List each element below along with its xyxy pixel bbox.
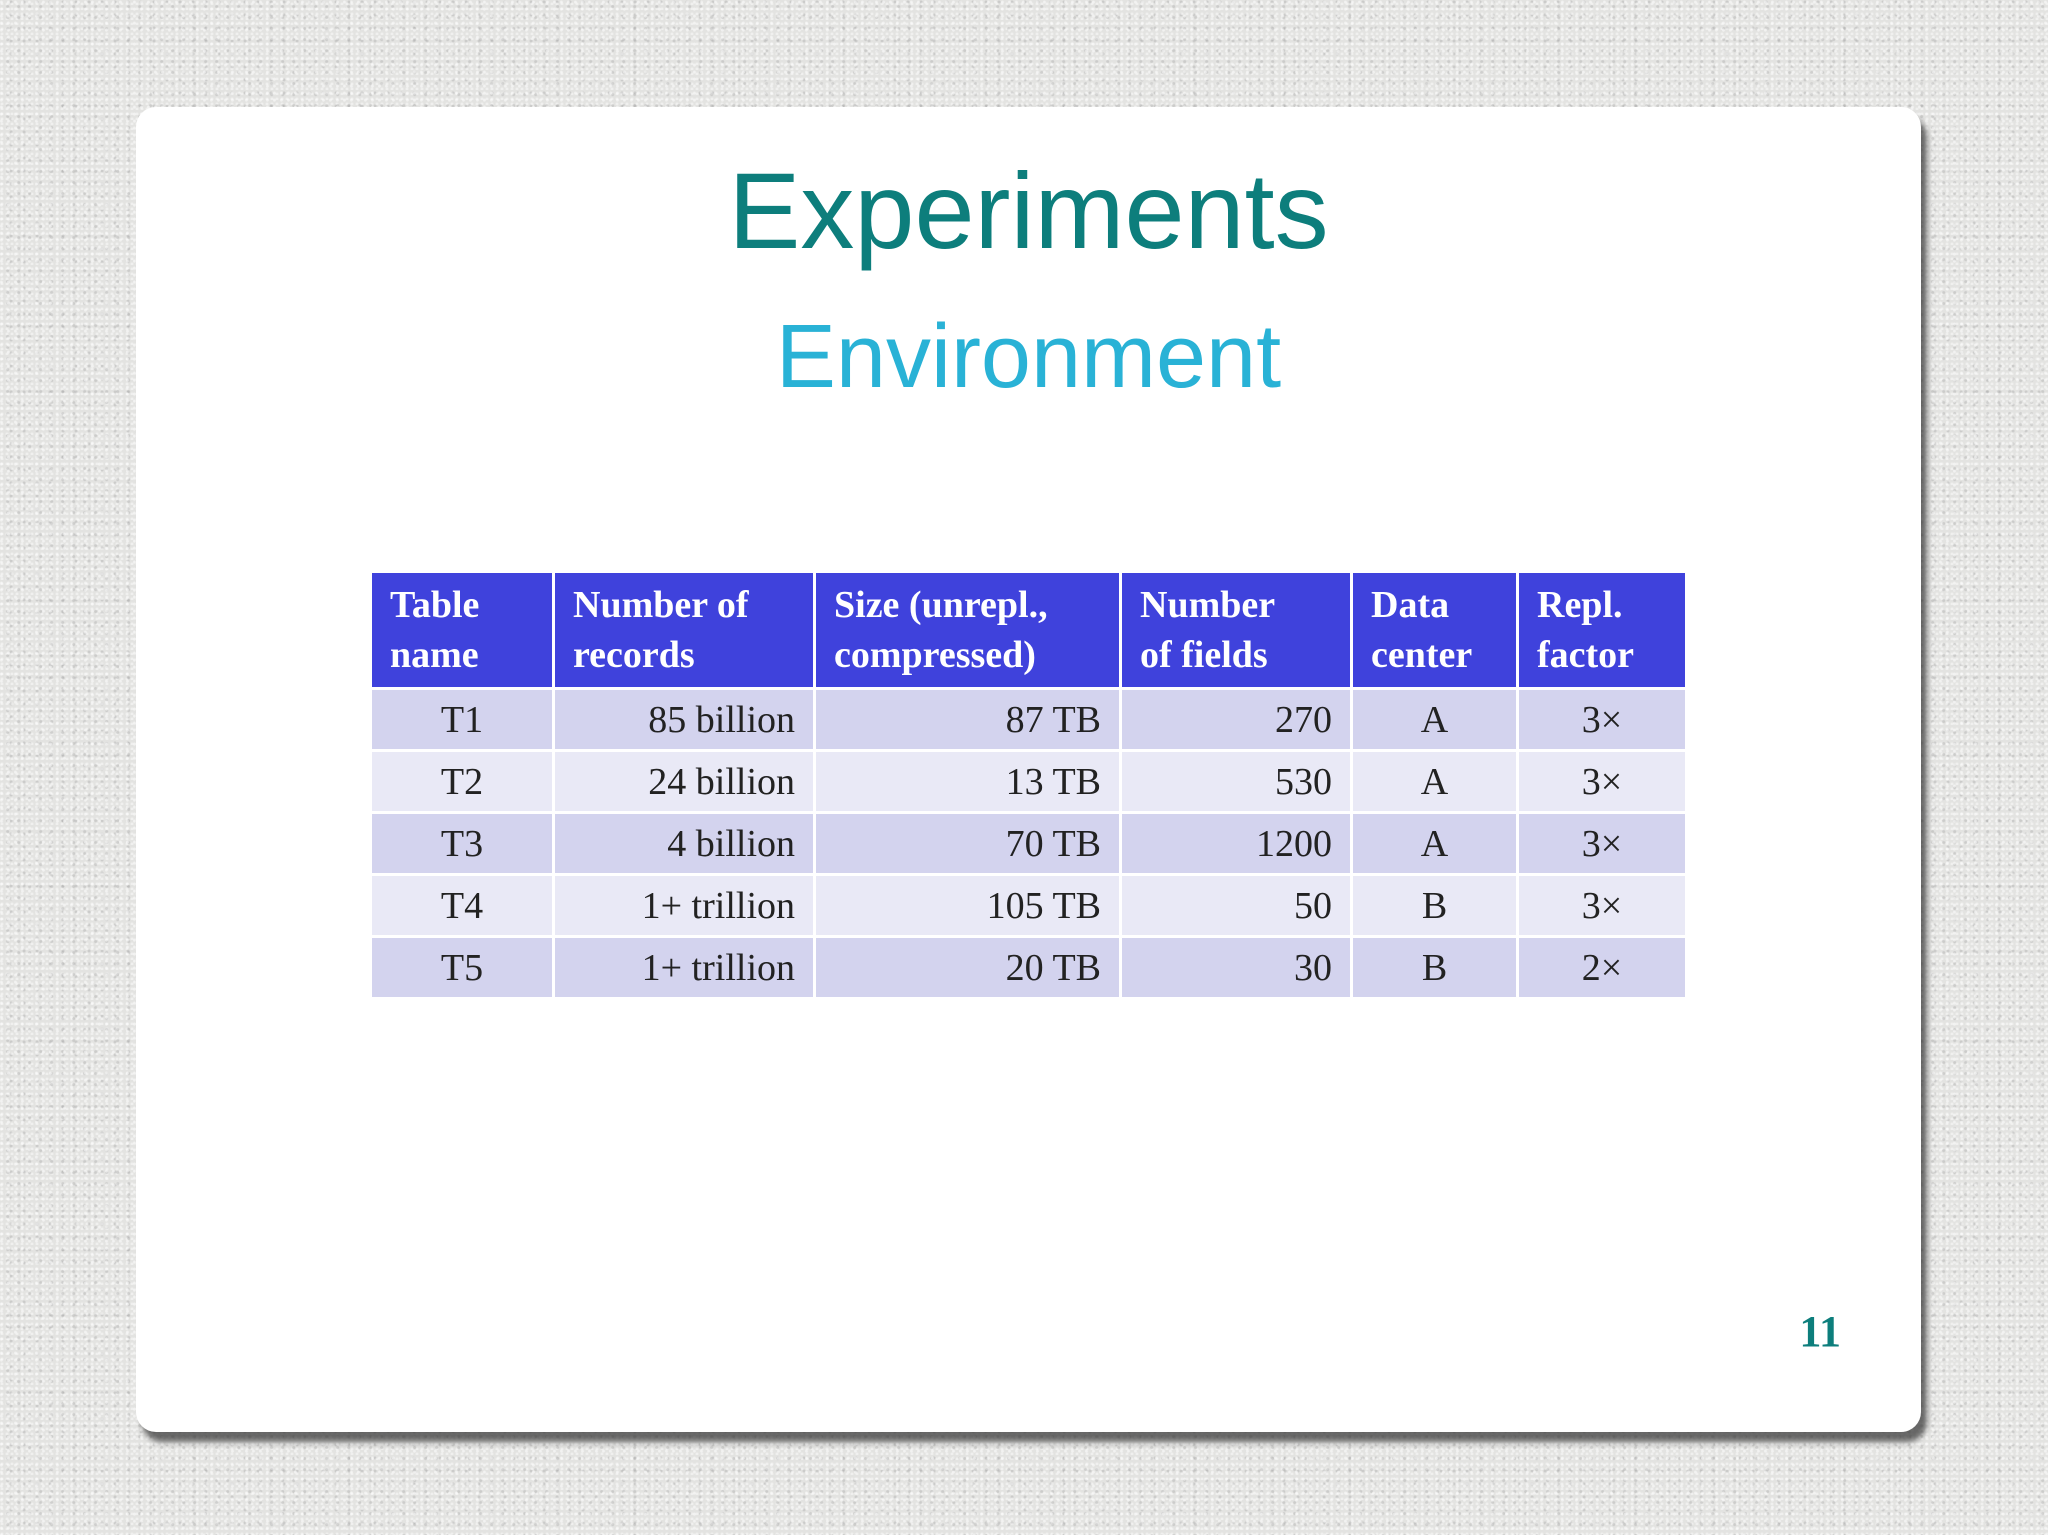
cell-data-center: A xyxy=(1350,811,1519,876)
page-number: 11 xyxy=(1799,1307,1841,1356)
cell-fields: 50 xyxy=(1119,873,1353,938)
cell-size: 87 TB xyxy=(813,687,1122,752)
cell-data-center: B xyxy=(1350,873,1519,938)
cell-table-name: T3 xyxy=(369,811,555,876)
cell-fields: 1200 xyxy=(1119,811,1353,876)
table-row: T5 1+ trillion 20 TB 30 B 2× xyxy=(369,935,1688,1000)
header-line: Number of xyxy=(573,584,749,626)
slide-subtitle: Environment xyxy=(775,307,1282,407)
header-data-center: Data center xyxy=(1350,570,1519,690)
header-number-of-records: Number of records xyxy=(552,570,816,690)
cell-records: 85 billion xyxy=(552,687,816,752)
cell-records: 1+ trillion xyxy=(552,935,816,1000)
dataset-table: Table name Number of records Size (unrepl.… xyxy=(369,570,1688,1000)
cell-size: 20 TB xyxy=(813,935,1122,1000)
table-row: T4 1+ trillion 105 TB 50 B 3× xyxy=(369,873,1688,938)
table-header-row: Table name Number of records Size (unrepl.… xyxy=(369,570,1688,690)
header-line: Repl. xyxy=(1537,584,1623,626)
cell-repl-factor: 3× xyxy=(1516,873,1688,938)
header-line: factor xyxy=(1537,634,1635,676)
table-row: T3 4 billion 70 TB 1200 A 3× xyxy=(369,811,1688,876)
cell-data-center: A xyxy=(1350,687,1519,752)
header-size: Size (unrepl., compressed) xyxy=(813,570,1122,690)
cell-fields: 530 xyxy=(1119,749,1353,814)
cell-size: 13 TB xyxy=(813,749,1122,814)
header-line: of fields xyxy=(1140,634,1268,676)
cell-repl-factor: 2× xyxy=(1516,935,1688,1000)
header-line: name xyxy=(390,634,479,676)
cell-repl-factor: 3× xyxy=(1516,749,1688,814)
cell-fields: 30 xyxy=(1119,935,1353,1000)
header-repl-factor: Repl. factor xyxy=(1516,570,1688,690)
cell-records: 1+ trillion xyxy=(552,873,816,938)
cell-records: 4 billion xyxy=(552,811,816,876)
cell-data-center: A xyxy=(1350,749,1519,814)
cell-repl-factor: 3× xyxy=(1516,687,1688,752)
cell-table-name: T4 xyxy=(369,873,555,938)
header-line: compressed) xyxy=(834,634,1036,676)
header-number-of-fields: Number of fields xyxy=(1119,570,1353,690)
header-line: records xyxy=(573,634,695,676)
header-line: Table xyxy=(390,584,480,626)
cell-repl-factor: 3× xyxy=(1516,811,1688,876)
table-row: T1 85 billion 87 TB 270 A 3× xyxy=(369,687,1688,752)
header-line: Data xyxy=(1371,584,1450,626)
cell-size: 105 TB xyxy=(813,873,1122,938)
slide-title: Experiments xyxy=(728,150,1329,271)
cell-table-name: T2 xyxy=(369,749,555,814)
table-row: T2 24 billion 13 TB 530 A 3× xyxy=(369,749,1688,814)
cell-fields: 270 xyxy=(1119,687,1353,752)
header-table-name: Table name xyxy=(369,570,555,690)
cell-table-name: T1 xyxy=(369,687,555,752)
header-line: Number xyxy=(1140,584,1276,626)
header-line: Size (unrepl., xyxy=(834,584,1048,626)
header-line: center xyxy=(1371,634,1473,676)
cell-size: 70 TB xyxy=(813,811,1122,876)
slide: Experiments Environment Table name Number… xyxy=(136,107,1921,1432)
cell-data-center: B xyxy=(1350,935,1519,1000)
cell-table-name: T5 xyxy=(369,935,555,1000)
cell-records: 24 billion xyxy=(552,749,816,814)
